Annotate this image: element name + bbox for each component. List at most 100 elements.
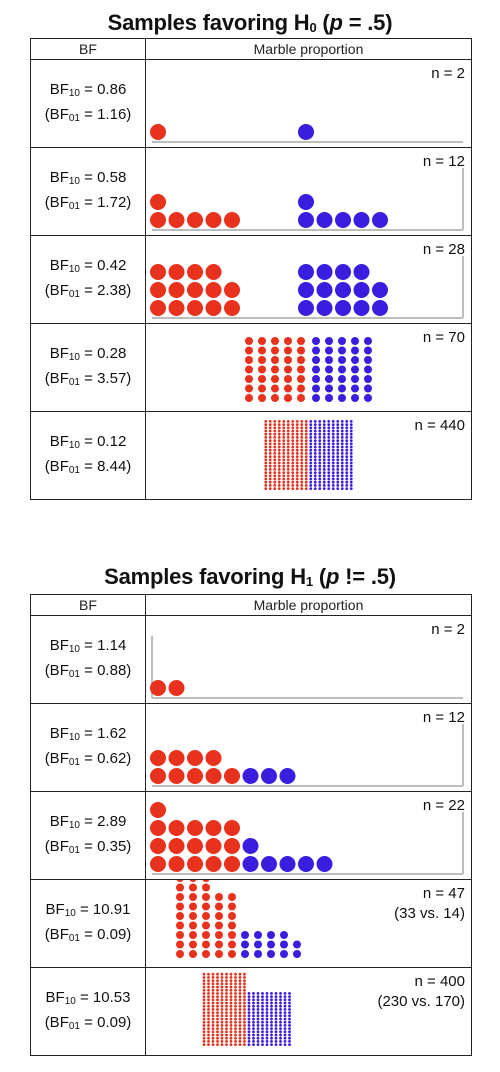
blue-marble xyxy=(252,1027,255,1030)
red-marble xyxy=(273,426,277,430)
red-marble xyxy=(291,471,295,474)
table-row: BF10 = 0.28 (BF01 = 3.57) n = 70 xyxy=(30,323,472,412)
blue-marble xyxy=(288,1033,291,1037)
blue-marble xyxy=(318,420,322,423)
red-marble xyxy=(243,988,246,992)
blue-marble xyxy=(327,461,331,465)
bf01-value: 0.62 xyxy=(97,749,127,767)
red-marble xyxy=(220,1027,224,1030)
red-marble xyxy=(216,1001,219,1005)
red-marble xyxy=(258,394,266,402)
red-marble xyxy=(215,921,223,930)
red-marble xyxy=(295,445,299,449)
red-marble xyxy=(168,856,185,872)
blue-marble xyxy=(288,1040,291,1043)
red-marble xyxy=(300,461,304,465)
red-marble xyxy=(264,448,268,452)
red-marble xyxy=(286,455,290,458)
blue-marble xyxy=(340,487,344,490)
blue-marble xyxy=(247,1017,251,1021)
red-marble xyxy=(211,979,215,982)
blue-marble xyxy=(353,212,370,228)
red-marble xyxy=(234,1017,237,1021)
red-marble xyxy=(176,921,184,930)
red-marble xyxy=(295,448,299,452)
red-marble xyxy=(282,436,286,439)
red-marble xyxy=(202,1033,206,1037)
blue-marble xyxy=(252,1040,255,1043)
blue-marble xyxy=(279,998,282,1002)
red-marble xyxy=(211,1001,215,1005)
red-marble xyxy=(225,1017,228,1021)
blue-marble xyxy=(256,1004,260,1008)
bf01-value: 0.88 xyxy=(97,661,127,679)
n-label: n = 12 xyxy=(423,708,465,728)
red-marble xyxy=(284,375,292,383)
blue-marble xyxy=(313,439,317,442)
red-marble xyxy=(286,448,290,452)
red-marble xyxy=(211,1014,215,1018)
blue-marble xyxy=(283,1008,287,1011)
red-marble xyxy=(291,487,295,490)
blue-marble xyxy=(340,471,344,474)
red-marble xyxy=(202,1024,206,1027)
blue-marble xyxy=(247,1001,251,1005)
bf01-value: 2.38 xyxy=(97,281,127,299)
blue-marble xyxy=(252,1030,255,1034)
blue-marble xyxy=(349,455,353,458)
blue-marble xyxy=(288,1008,291,1011)
blue-marble xyxy=(322,426,326,430)
blue-marble xyxy=(270,1040,273,1043)
blue-marble xyxy=(261,856,277,872)
red-marble xyxy=(282,477,286,481)
red-marble xyxy=(268,423,272,426)
red-marble xyxy=(225,979,228,982)
red-marble xyxy=(202,1014,206,1018)
red-marble xyxy=(273,452,277,455)
blue-marble xyxy=(327,432,331,436)
blue-marble xyxy=(298,212,314,228)
blue-marble xyxy=(267,931,275,939)
red-marble xyxy=(268,484,272,487)
red-marble xyxy=(216,1024,219,1027)
blue-marble xyxy=(331,474,335,478)
blue-marble xyxy=(274,992,278,995)
blue-marble xyxy=(313,429,317,433)
blue-marble xyxy=(316,212,333,228)
red-marble xyxy=(264,461,268,465)
red-marble xyxy=(264,420,268,423)
blue-marble xyxy=(242,838,259,854)
blue-marble xyxy=(309,423,313,426)
red-marble xyxy=(238,1033,242,1037)
blue-marble xyxy=(349,487,353,490)
red-marble xyxy=(264,464,268,468)
red-marble xyxy=(277,420,281,423)
blue-marble xyxy=(247,1033,251,1037)
red-marble xyxy=(245,384,253,393)
blue-marble xyxy=(322,474,326,478)
blue-marble xyxy=(338,346,346,355)
blue-marble xyxy=(349,448,353,452)
blue-marble xyxy=(256,992,260,995)
n-value: n = 70 xyxy=(422,329,465,346)
blue-marble xyxy=(283,1020,287,1024)
red-marble xyxy=(211,985,215,989)
red-marble xyxy=(286,442,290,446)
bf-table: BF Marble proportion BF10 = 1.14 (BF01 = … xyxy=(30,594,472,1056)
blue-marble xyxy=(331,429,335,433)
red-marble xyxy=(264,477,268,481)
table-row: BF10 = 2.89 (BF01 = 0.35) n = 22 xyxy=(30,791,472,880)
red-marble xyxy=(238,1004,242,1008)
red-marble xyxy=(207,972,210,976)
red-marble xyxy=(273,487,277,490)
blue-marble xyxy=(247,1027,251,1030)
red-marble xyxy=(225,976,228,979)
blue-marble xyxy=(274,1036,278,1040)
blue-marble xyxy=(338,365,346,374)
red-marble xyxy=(216,1011,219,1014)
red-marble xyxy=(216,1014,219,1018)
blue-marble xyxy=(279,1011,282,1014)
blue-marble xyxy=(309,484,313,487)
blue-marble xyxy=(327,455,331,458)
blue-marble xyxy=(351,337,359,345)
